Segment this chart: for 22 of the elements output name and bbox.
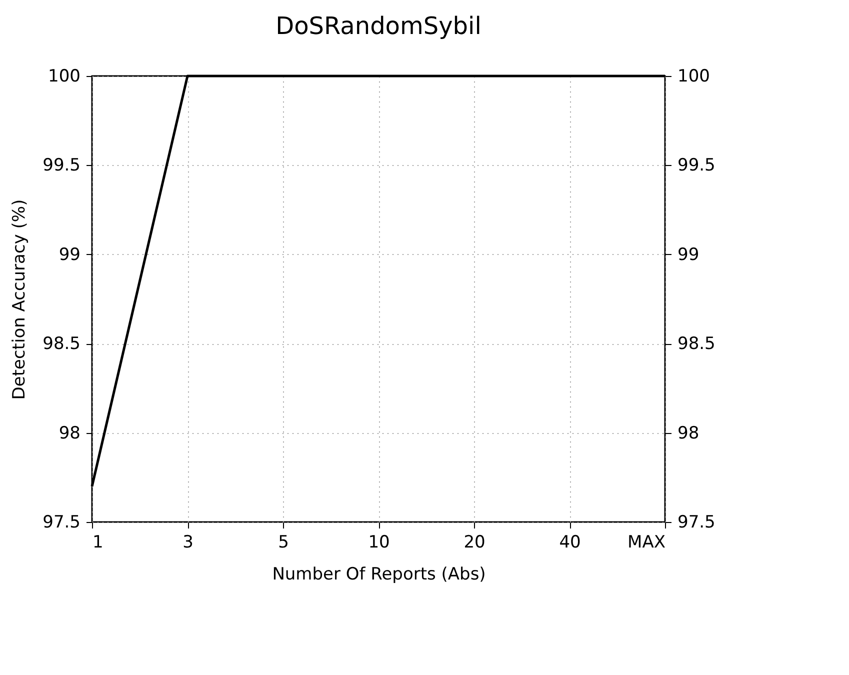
x-tick-label: 20 <box>464 532 486 552</box>
y2-tick-label: 97.5 <box>678 512 716 532</box>
y-tick-label: 100 <box>48 66 80 86</box>
y2-tick-label: 99 <box>678 244 700 265</box>
x-tick-label: 40 <box>559 532 581 552</box>
x-tick-label: 1 <box>92 532 104 552</box>
y-tick-label: 98.5 <box>42 334 80 354</box>
y2-tick-label: 98 <box>678 423 700 444</box>
y2-tick-label: 98.5 <box>678 334 716 354</box>
x-tick-label: MAX <box>628 532 666 552</box>
y-tick-label: 99 <box>58 244 80 265</box>
y-tick-label: 97.5 <box>42 512 80 532</box>
y2-tick-label: 99.5 <box>678 156 716 176</box>
y2-tick-label: 100 <box>678 66 710 86</box>
y-axis-title: Detection Accuracy (%) <box>10 199 30 400</box>
x-tick-label: 10 <box>368 532 390 552</box>
chart-title: DoSRandomSybil <box>276 12 482 40</box>
y-tick-label: 99.5 <box>42 156 80 176</box>
x-tick-label: 5 <box>278 532 289 552</box>
y-tick-label: 98 <box>58 423 80 444</box>
x-tick-label: 3 <box>182 532 194 552</box>
x-axis-title: Number Of Reports (Abs) <box>272 564 486 584</box>
